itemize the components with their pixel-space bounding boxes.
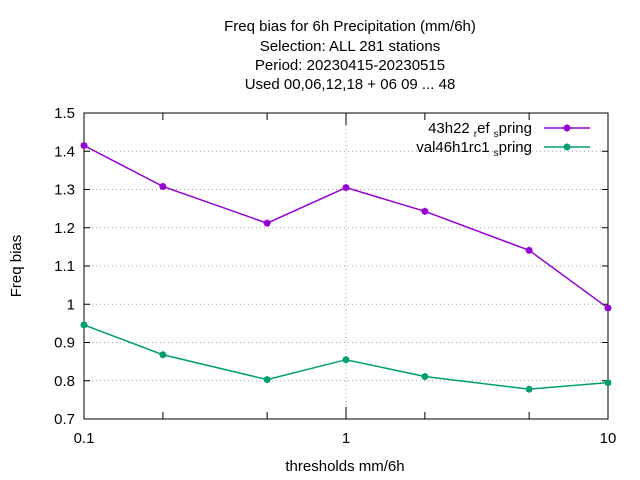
y-tick-label: 0.7 [54, 411, 75, 428]
data-point-star [604, 379, 612, 387]
data-point-star [421, 372, 429, 381]
x-tick-label: 10 [600, 430, 617, 447]
y-tick-label: 1.3 [54, 182, 75, 199]
legend-marker-dot [563, 124, 571, 132]
series-0 [80, 141, 612, 312]
title-line-2: Selection: ALL 281 stations [260, 38, 440, 55]
data-point-star [421, 207, 429, 215]
data-point-star [159, 351, 167, 359]
grid [84, 113, 608, 419]
x-tick-labels: 0.1 1 10 [74, 430, 617, 447]
data-point-star [342, 356, 350, 364]
data-point-star [342, 183, 350, 192]
title-line-1: Freq bias for 6h Precipitation (mm/6h) [224, 18, 476, 35]
y-axis-label: Freq bias [8, 235, 25, 298]
legend-entry-0: 43h22 ref spring [428, 120, 590, 140]
x-axis-label: thresholds mm/6h [285, 458, 404, 475]
data-point-star [80, 141, 88, 150]
data-point-star [525, 246, 533, 254]
data-point-star [80, 321, 88, 329]
y-tick-label: 0.8 [54, 373, 75, 390]
data-series [80, 141, 612, 393]
data-point-star [159, 182, 167, 191]
legend-label-1: val46h1rc1 spring [416, 139, 532, 159]
y-tick-label: 1 [67, 296, 75, 313]
y-tick-label: 1.2 [54, 220, 75, 237]
y-tick-label: 1.1 [54, 258, 75, 275]
series-1 [80, 321, 612, 393]
title-line-4: Used 00,06,12,18 + 06 09 ... 48 [245, 76, 456, 93]
chart-title: Freq bias for 6h Precipitation (mm/6h) S… [224, 18, 476, 93]
x-tick-label: 0.1 [74, 430, 95, 447]
y-tick-label: 0.9 [54, 335, 75, 352]
legend-label-0: 43h22 ref spring [428, 120, 532, 140]
y-tick-label: 1.4 [54, 143, 75, 160]
legend-marker-dot [563, 143, 571, 151]
data-point-star [604, 304, 612, 312]
data-point-star [263, 219, 271, 227]
y-tick-label: 1.5 [54, 105, 75, 122]
x-tick-label: 1 [342, 430, 350, 447]
plot-area-border [83, 112, 609, 420]
legend: 43h22 ref spring val46h1rc1 spring [416, 120, 590, 159]
data-point-star [263, 376, 271, 384]
y-tick-labels: 0.7 0.8 0.9 1 1.1 1.2 1.3 1.4 1.5 [54, 105, 75, 428]
data-point-star [525, 385, 533, 393]
title-line-3: Period: 20230415-20230515 [255, 57, 445, 74]
legend-entry-1: val46h1rc1 spring [416, 139, 590, 159]
